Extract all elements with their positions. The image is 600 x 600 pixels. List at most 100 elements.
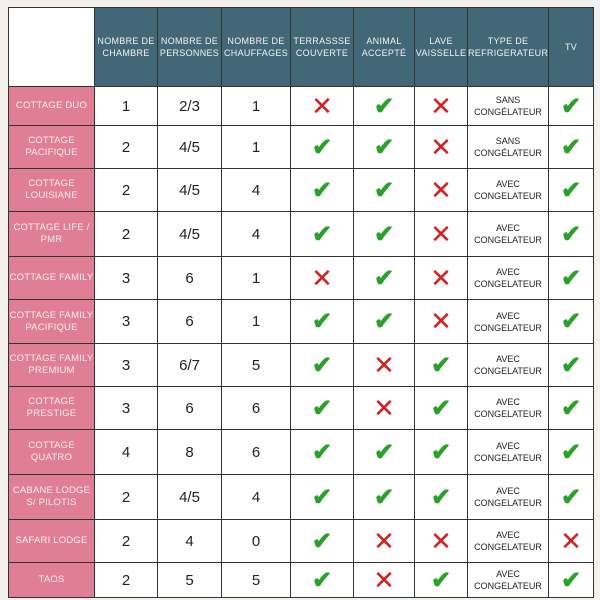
check-icon: ✔ bbox=[430, 566, 452, 594]
cross-icon: ✕ bbox=[373, 564, 395, 595]
refrigerateur-cell: AVEC CONGELATEUR bbox=[467, 299, 549, 344]
table-row: SAFARI LODGE 2 4 0 ✔ ✕ ✕ AVEC CONGELATEUR ✕ bbox=[8, 519, 594, 563]
cross-icon: ✕ bbox=[560, 525, 582, 556]
chauffages-cell: 6 bbox=[221, 386, 291, 430]
cottage-name: SAFARI LODGE bbox=[8, 519, 95, 563]
check-icon: ✔ bbox=[373, 438, 395, 466]
check-icon: ✔ bbox=[430, 438, 452, 466]
cottage-name: COTTAGE DUO bbox=[8, 86, 95, 126]
check-icon: ✔ bbox=[430, 351, 452, 379]
chambres-cell: 3 bbox=[94, 343, 158, 387]
refrigerateur-cell: SANS CONGÉLATEUR bbox=[467, 86, 549, 126]
chauffages-cell: 4 bbox=[221, 474, 291, 520]
check-icon: ✔ bbox=[311, 133, 333, 161]
chauffages-cell: 0 bbox=[221, 519, 291, 563]
refrigerateur-cell: AVEC CONGELATEUR bbox=[467, 386, 549, 430]
cross-icon: ✕ bbox=[430, 174, 452, 205]
cross-icon: ✕ bbox=[373, 349, 395, 380]
refrigerateur-cell: AVEC CONGELATEUR bbox=[467, 429, 549, 475]
column-header: TV bbox=[548, 7, 594, 87]
check-icon: ✔ bbox=[560, 483, 582, 511]
terrasse-cell: ✔ bbox=[290, 519, 354, 563]
column-header: NOMBRE DE PERSONNES bbox=[157, 7, 222, 87]
check-icon: ✔ bbox=[560, 438, 582, 466]
cross-icon: ✕ bbox=[373, 525, 395, 556]
check-icon: ✔ bbox=[373, 92, 395, 120]
check-icon: ✔ bbox=[430, 483, 452, 511]
cottage-name: COTTAGE LIFE / PMR bbox=[8, 211, 95, 257]
personnes-cell: 6 bbox=[157, 386, 222, 430]
cottage-name: COTTAGE QUATRO bbox=[8, 429, 95, 475]
terrasse-cell: ✔ bbox=[290, 125, 354, 169]
chambres-cell: 4 bbox=[94, 429, 158, 475]
chambres-cell: 3 bbox=[94, 299, 158, 344]
personnes-cell: 5 bbox=[157, 562, 222, 598]
lave-cell: ✔ bbox=[414, 474, 468, 520]
lave-cell: ✕ bbox=[414, 256, 468, 300]
lave-cell: ✕ bbox=[414, 86, 468, 126]
check-icon: ✔ bbox=[373, 133, 395, 161]
lave-cell: ✔ bbox=[414, 429, 468, 475]
refrigerateur-cell: AVEC CONGELATEUR bbox=[467, 256, 549, 300]
chauffages-cell: 1 bbox=[221, 299, 291, 344]
terrasse-cell: ✔ bbox=[290, 343, 354, 387]
check-icon: ✔ bbox=[560, 566, 582, 594]
chauffages-cell: 1 bbox=[221, 256, 291, 300]
cottage-name: COTTAGE FAMILY bbox=[8, 256, 95, 300]
cross-icon: ✕ bbox=[430, 525, 452, 556]
check-icon: ✔ bbox=[373, 176, 395, 204]
check-icon: ✔ bbox=[373, 220, 395, 248]
check-icon: ✔ bbox=[373, 308, 395, 335]
chauffages-cell: 4 bbox=[221, 211, 291, 257]
check-icon: ✔ bbox=[311, 566, 333, 594]
animal-cell: ✕ bbox=[353, 343, 415, 387]
comparison-table: NOMBRE DE CHAMBRE NOMBRE DE PERSONNES NOMB… bbox=[8, 7, 594, 598]
animal-cell: ✕ bbox=[353, 562, 415, 598]
terrasse-cell: ✔ bbox=[290, 386, 354, 430]
check-icon: ✔ bbox=[311, 308, 333, 335]
chambres-cell: 2 bbox=[94, 168, 158, 212]
terrasse-cell: ✔ bbox=[290, 211, 354, 257]
cross-icon: ✕ bbox=[311, 262, 333, 293]
cottage-name: TAOS bbox=[8, 562, 95, 598]
check-icon: ✔ bbox=[560, 394, 582, 422]
refrigerateur-cell: AVEC CONGELATEUR bbox=[467, 211, 549, 257]
check-icon: ✔ bbox=[560, 133, 582, 161]
lave-cell: ✕ bbox=[414, 211, 468, 257]
lave-cell: ✔ bbox=[414, 386, 468, 430]
table-row: COTTAGE FAMILY PREMIUM 3 6/7 5 ✔ ✕ ✔ AVEC CONGE… bbox=[8, 343, 594, 387]
table-row: COTTAGE PACIFIQUE 2 4/5 1 ✔ ✔ ✕ SANS CONGÉLATEU… bbox=[8, 125, 594, 169]
personnes-cell: 8 bbox=[157, 429, 222, 475]
check-icon: ✔ bbox=[560, 264, 582, 292]
table-row: COTTAGE FAMILY PACIFIQUE 3 6 1 ✔ ✔ ✕ AVEC CONGE… bbox=[8, 299, 594, 344]
personnes-cell: 2/3 bbox=[157, 86, 222, 126]
cross-icon: ✕ bbox=[430, 90, 452, 121]
refrigerateur-cell: AVEC CONGELATEUR bbox=[467, 519, 549, 563]
check-icon: ✔ bbox=[430, 394, 452, 422]
lave-cell: ✔ bbox=[414, 562, 468, 598]
animal-cell: ✔ bbox=[353, 211, 415, 257]
tv-cell: ✔ bbox=[548, 343, 594, 387]
cross-icon: ✕ bbox=[430, 306, 452, 336]
cottage-name: COTTAGE PACIFIQUE bbox=[8, 125, 95, 169]
chauffages-cell: 6 bbox=[221, 429, 291, 475]
cross-icon: ✕ bbox=[311, 90, 333, 121]
chambres-cell: 2 bbox=[94, 125, 158, 169]
animal-cell: ✔ bbox=[353, 474, 415, 520]
personnes-cell: 4/5 bbox=[157, 168, 222, 212]
cottage-name: CABANE LODGE S/ PILOTIS bbox=[8, 474, 95, 520]
header-row: NOMBRE DE CHAMBRE NOMBRE DE PERSONNES NOMB… bbox=[8, 7, 594, 87]
check-icon: ✔ bbox=[373, 483, 395, 511]
check-icon: ✔ bbox=[311, 527, 333, 555]
refrigerateur-cell: SANS CONGÉLATEUR bbox=[467, 125, 549, 169]
refrigerateur-cell: AVEC CONGELATEUR bbox=[467, 474, 549, 520]
animal-cell: ✔ bbox=[353, 429, 415, 475]
chauffages-cell: 5 bbox=[221, 343, 291, 387]
tv-cell: ✔ bbox=[548, 299, 594, 344]
table-row: CABANE LODGE S/ PILOTIS 2 4/5 4 ✔ ✔ ✔ AVEC CONG… bbox=[8, 474, 594, 520]
tv-cell: ✔ bbox=[548, 386, 594, 430]
animal-cell: ✔ bbox=[353, 125, 415, 169]
column-header: ANIMAL ACCEPTÉ bbox=[353, 7, 415, 87]
table-row: COTTAGE LOUISIANE 2 4/5 4 ✔ ✔ ✕ AVEC CONGELATEU… bbox=[8, 168, 594, 212]
column-header: TERRASSSE COUVERTE bbox=[290, 7, 354, 87]
